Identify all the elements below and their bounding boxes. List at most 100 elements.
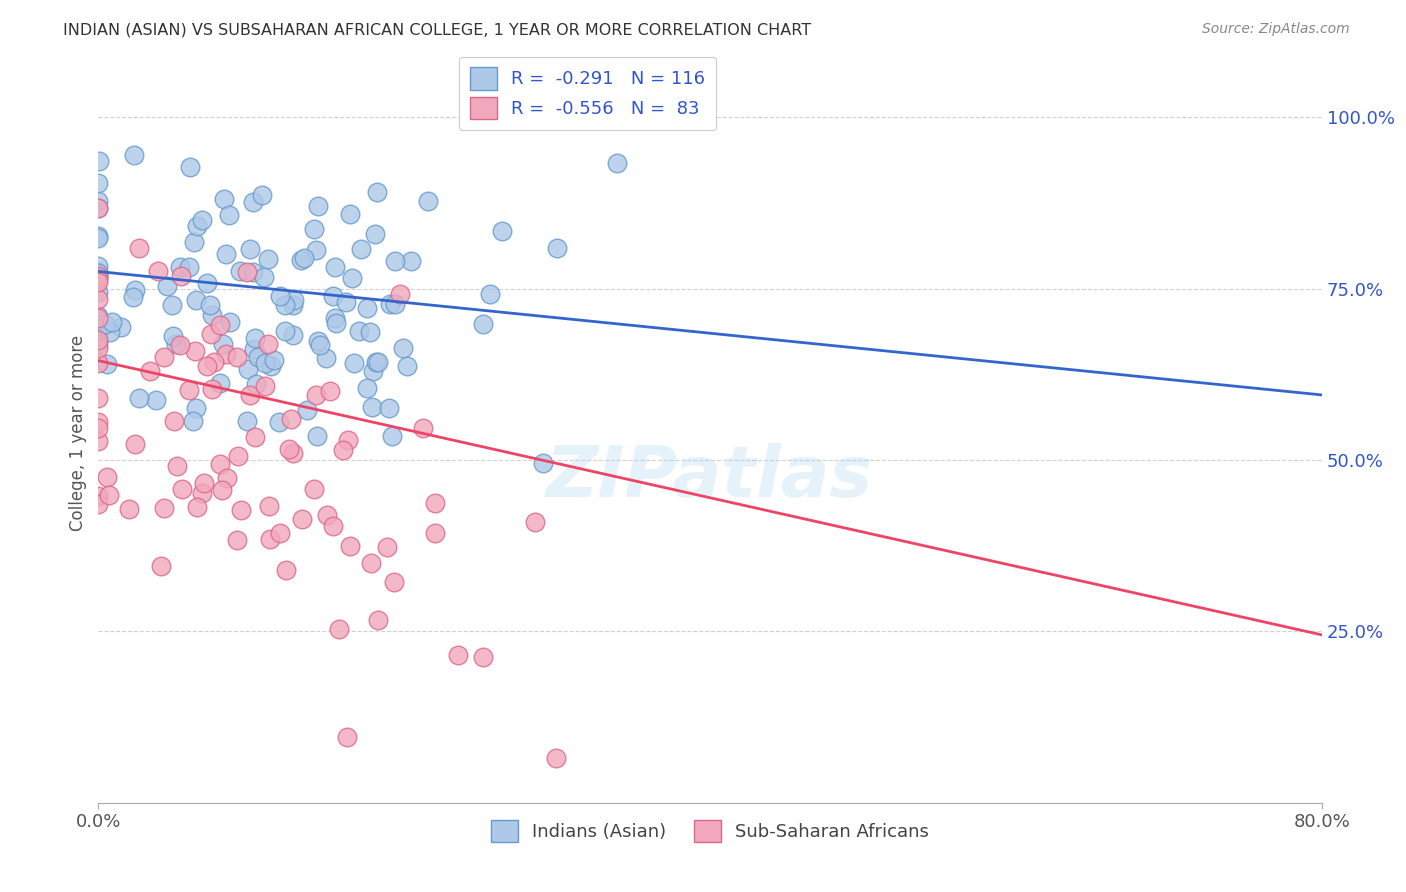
Point (87, 341, 110, 355)
Point (87, 415, 110, 429)
Point (546, 240, 568, 254)
Point (242, 265, 264, 279)
Point (87, 201, 110, 215)
Point (366, 185, 388, 199)
Point (209, 318, 232, 332)
Point (202, 354, 225, 368)
Point (124, 283, 146, 297)
Point (315, 508, 337, 522)
Point (150, 559, 173, 574)
Point (87, 421, 110, 435)
Y-axis label: College, 1 year or more: College, 1 year or more (69, 334, 87, 531)
Point (524, 515, 547, 529)
Point (257, 252, 280, 266)
Point (349, 324, 371, 338)
Point (302, 483, 325, 497)
Point (226, 350, 249, 364)
Point (212, 336, 235, 351)
Point (226, 449, 249, 463)
Point (239, 242, 262, 256)
Point (339, 539, 361, 553)
Point (531, 456, 554, 470)
Point (177, 260, 200, 275)
Point (343, 356, 366, 370)
Point (169, 337, 191, 351)
Point (186, 500, 208, 514)
Point (181, 414, 204, 428)
Point (87, 356, 110, 370)
Point (245, 376, 267, 391)
Point (328, 622, 350, 636)
Point (87, 324, 110, 338)
Point (87, 231, 110, 245)
Point (364, 227, 387, 241)
Point (87, 313, 110, 327)
Point (305, 428, 328, 442)
Point (87, 497, 110, 511)
Point (215, 471, 238, 485)
Point (418, 194, 440, 208)
Point (236, 362, 259, 376)
Point (87, 266, 110, 280)
Point (148, 264, 170, 278)
Point (423, 496, 446, 510)
Point (257, 499, 280, 513)
Point (367, 355, 389, 369)
Point (166, 458, 188, 473)
Point (193, 476, 215, 491)
Point (195, 276, 218, 290)
Point (259, 533, 281, 547)
Point (337, 433, 360, 447)
Point (283, 446, 305, 460)
Point (184, 401, 207, 416)
Point (231, 502, 253, 516)
Point (87, 336, 110, 351)
Point (309, 338, 332, 352)
Point (323, 311, 346, 326)
Point (101, 315, 124, 329)
Point (128, 241, 150, 255)
Point (152, 500, 174, 515)
Point (381, 428, 404, 442)
Point (384, 297, 406, 311)
Point (170, 268, 193, 283)
Point (364, 355, 387, 369)
Point (87, 265, 110, 279)
Point (325, 316, 347, 330)
Point (87, 201, 110, 215)
Point (87, 269, 110, 284)
Point (322, 519, 344, 533)
Point (87, 334, 110, 348)
Point (190, 486, 212, 500)
Point (170, 482, 193, 496)
Point (156, 279, 179, 293)
Point (87, 489, 110, 503)
Point (274, 563, 297, 577)
Point (447, 648, 470, 663)
Point (283, 298, 305, 312)
Point (388, 287, 411, 301)
Point (277, 442, 299, 457)
Point (269, 288, 291, 302)
Point (110, 320, 132, 334)
Point (236, 414, 259, 428)
Point (247, 350, 270, 364)
Point (184, 293, 207, 308)
Point (318, 384, 340, 399)
Point (280, 411, 302, 425)
Point (89, 153, 111, 168)
Point (253, 269, 276, 284)
Point (96, 469, 118, 483)
Point (274, 298, 297, 312)
Point (87, 272, 110, 286)
Point (139, 364, 162, 378)
Point (87, 285, 110, 299)
Point (186, 219, 208, 233)
Point (87, 269, 110, 284)
Point (87, 275, 110, 289)
Point (356, 381, 378, 395)
Point (335, 294, 357, 309)
Point (218, 208, 240, 222)
Point (332, 442, 354, 457)
Text: ZIPatlas: ZIPatlas (547, 442, 873, 511)
